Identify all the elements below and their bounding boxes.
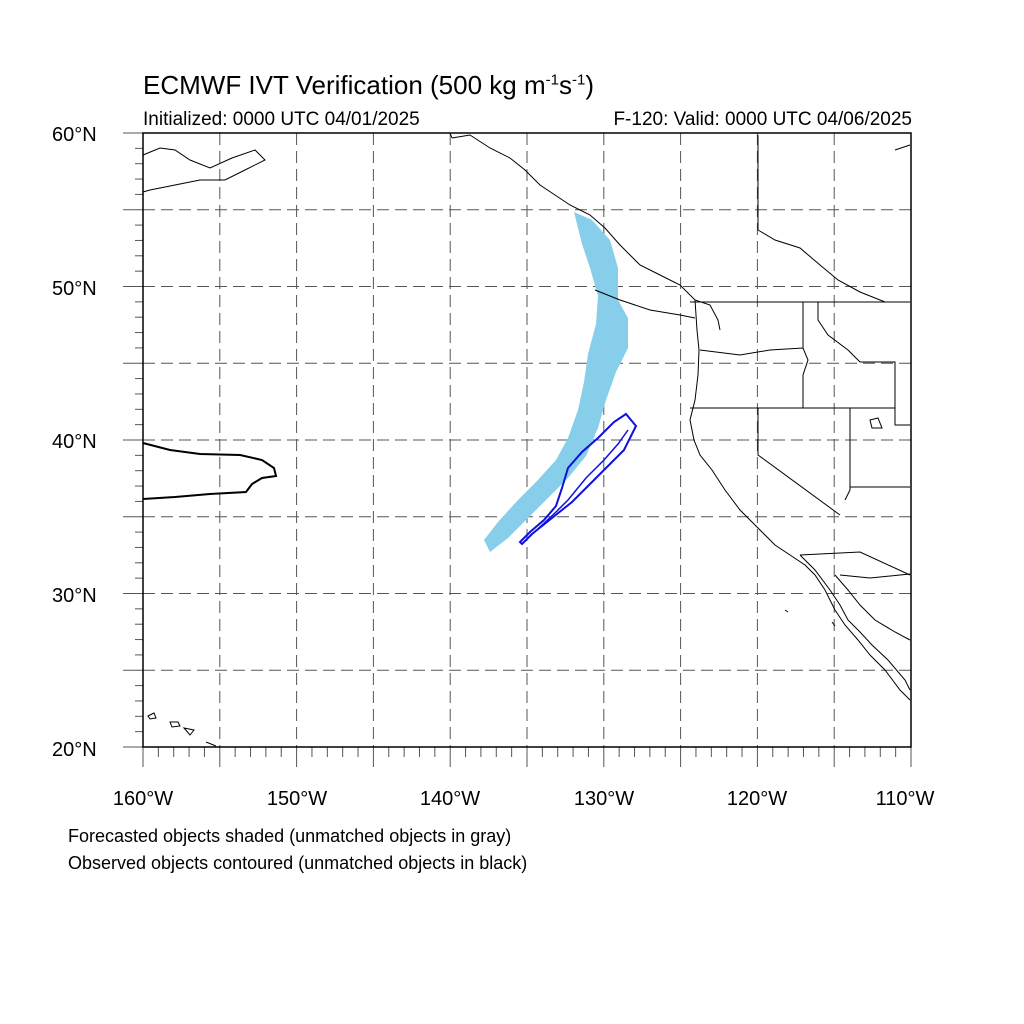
observed-ivt-contour-inner xyxy=(525,429,629,541)
legend-forecast-note: Forecasted objects shaded (unmatched obj… xyxy=(68,826,512,846)
valid-time-label: F-120: Valid: 0000 UTC 04/06/2025 xyxy=(613,109,912,130)
chart-title: ECMWF IVT Verification (500 kg m-1s-1) xyxy=(143,70,594,100)
lat-label-20: 20°N xyxy=(52,739,97,761)
lon-label-120: 120°W xyxy=(727,788,787,810)
map-ticks xyxy=(123,132,912,767)
init-time-label: Initialized: 0000 UTC 04/01/2025 xyxy=(143,109,420,130)
lon-label-150: 150°W xyxy=(267,788,327,810)
observed-unmatched-contour xyxy=(142,442,278,500)
lon-label-160: 160°W xyxy=(113,788,173,810)
map-frame xyxy=(142,132,912,748)
coastlines xyxy=(142,132,911,747)
lon-label-110: 110°W xyxy=(876,788,935,810)
lat-label-50: 50°N xyxy=(52,278,97,300)
legend-observed-note: Observed objects contoured (unmatched ob… xyxy=(68,853,528,873)
lat-label-30: 30°N xyxy=(52,585,97,607)
lon-label-130: 130°W xyxy=(574,788,634,810)
map-gridlines xyxy=(143,133,911,747)
forecast-ivt-object xyxy=(484,212,628,552)
lat-label-60: 60°N xyxy=(52,124,97,146)
observed-ivt-contour xyxy=(518,412,638,546)
lat-label-40: 40°N xyxy=(52,431,97,453)
lon-label-140: 140°W xyxy=(420,788,480,810)
